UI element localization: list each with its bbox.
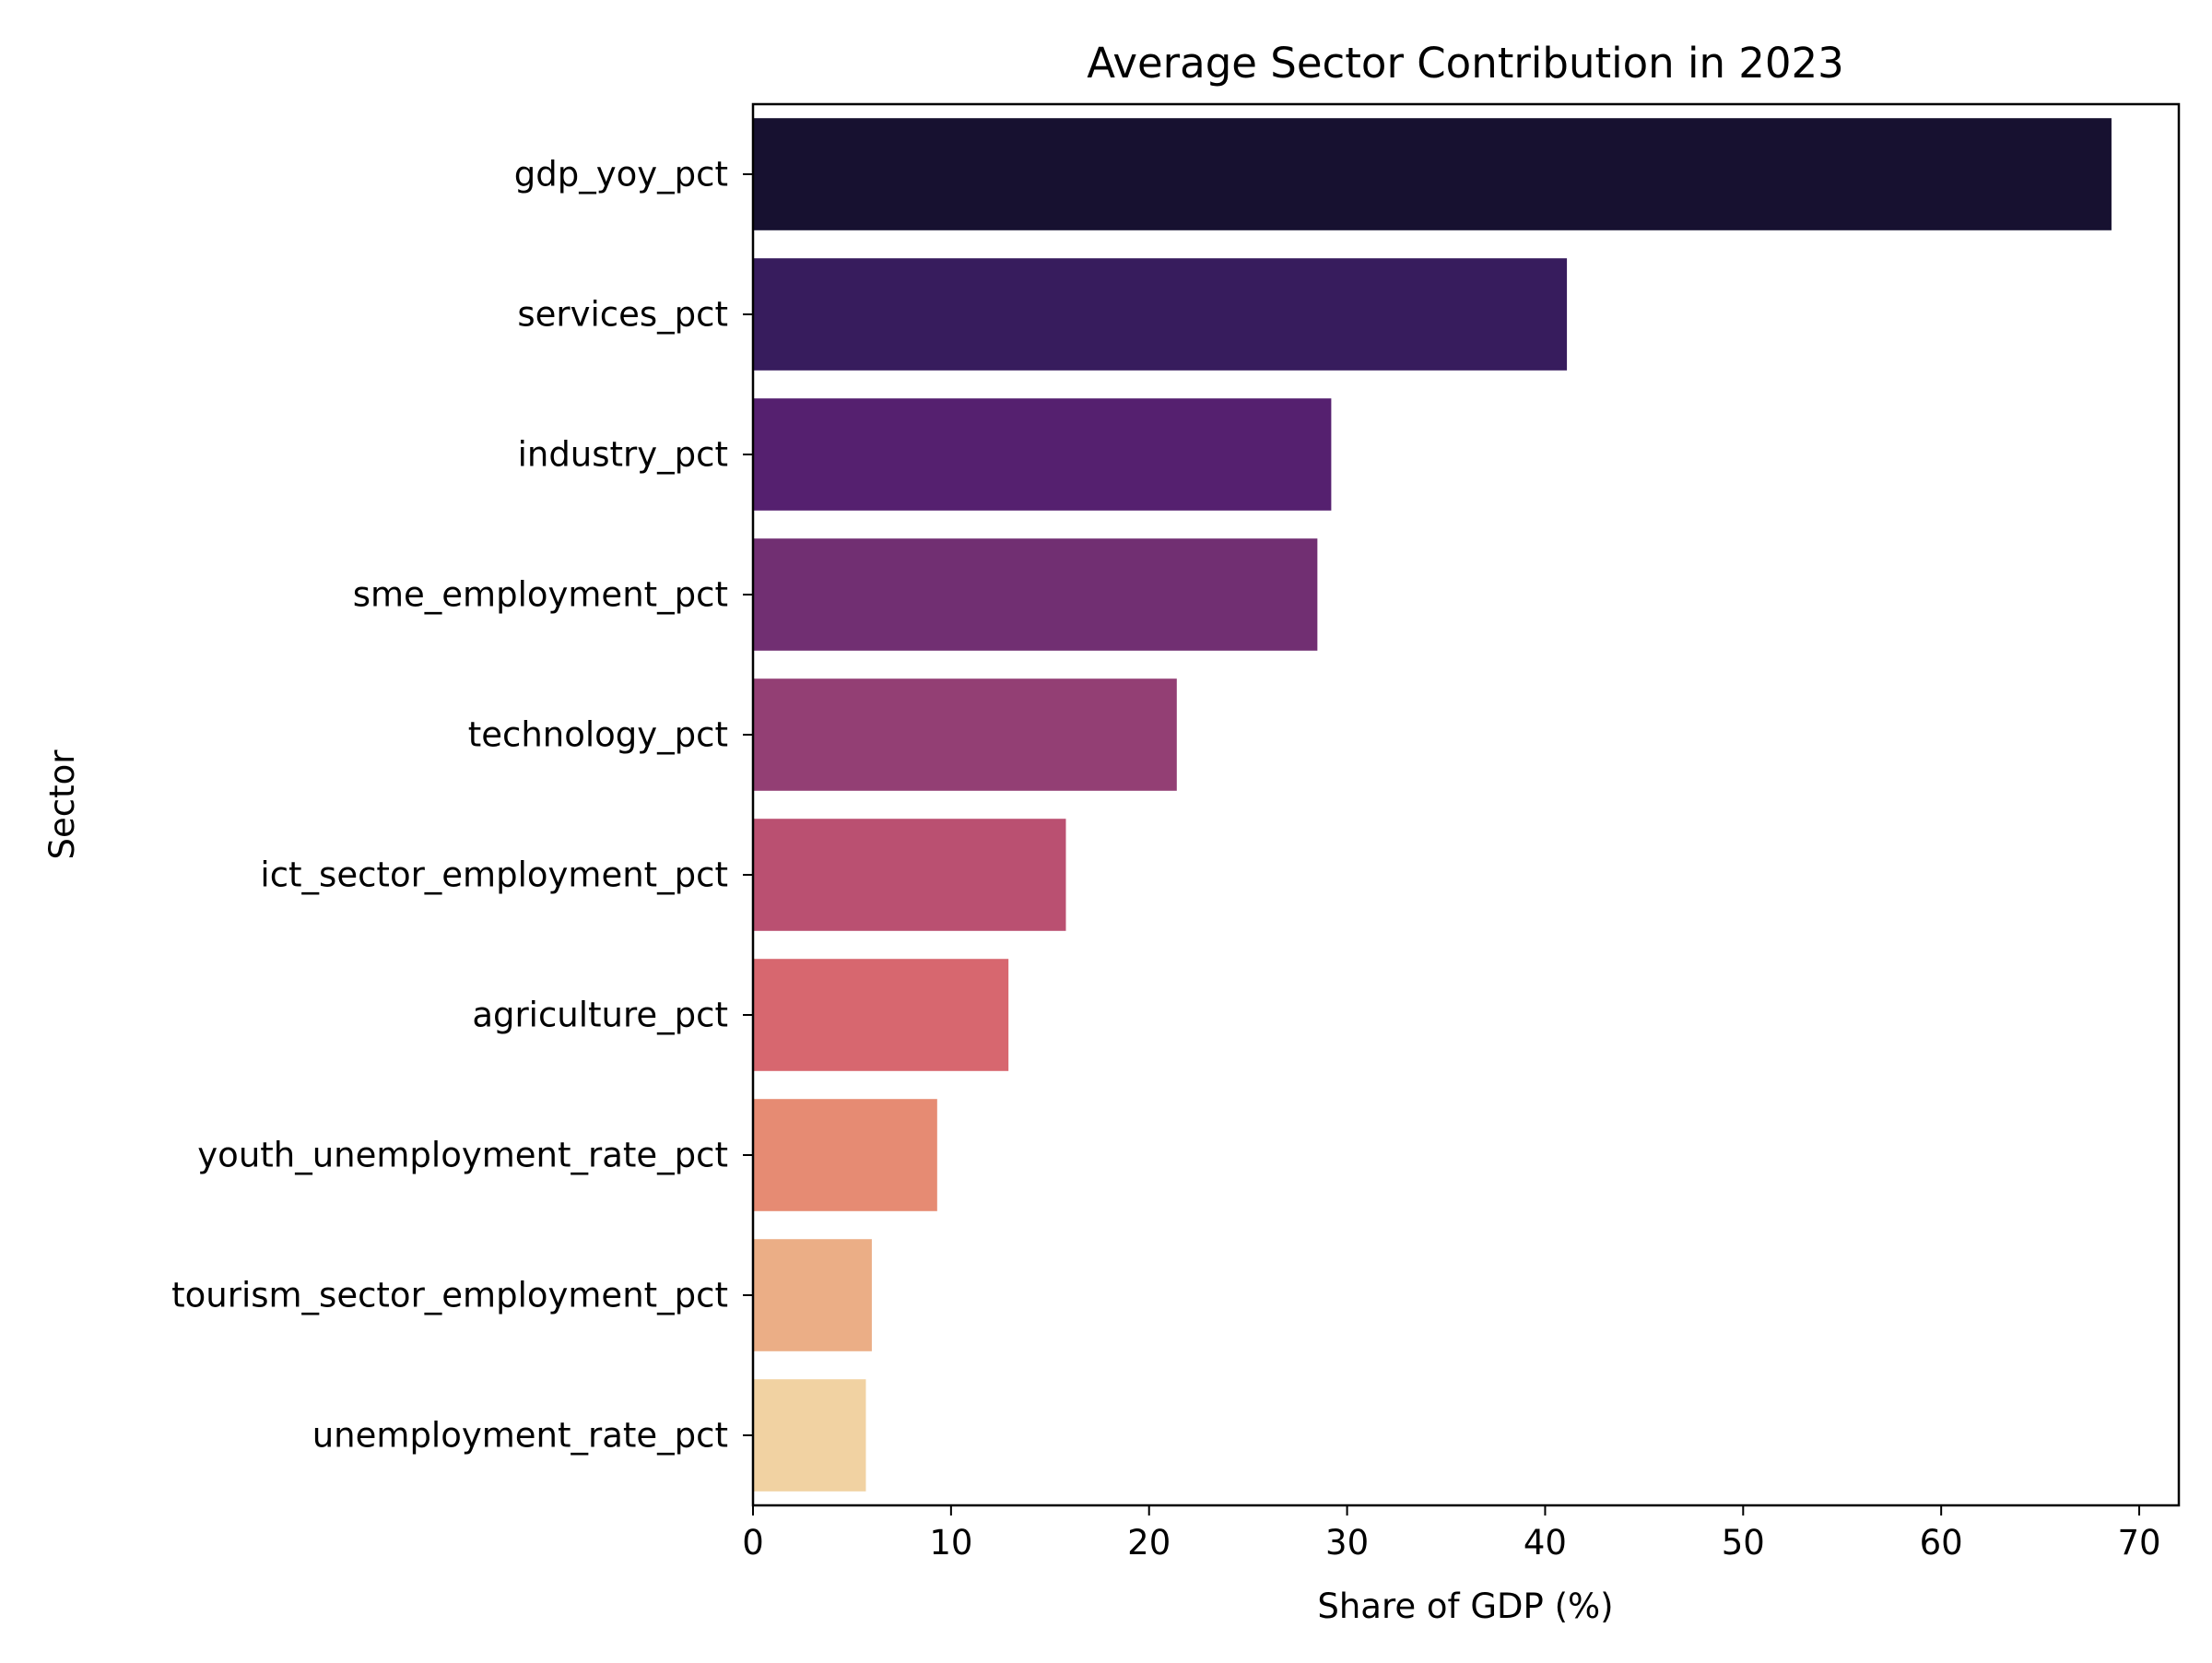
bars-layer (753, 118, 2112, 1492)
y-tick-label: agriculture_pct (472, 996, 728, 1035)
y-tick-label: unemployment_rate_pct (312, 1416, 728, 1456)
x-ticks-layer: 0 10 20 30 40 50 60 70 (742, 1505, 2161, 1563)
x-tick-label: 60 (1920, 1523, 1963, 1563)
bar-industry_pct (753, 398, 1332, 511)
x-tick-label: 30 (1325, 1523, 1369, 1563)
x-tick-label: 50 (1722, 1523, 1765, 1563)
bar-technology_pct (753, 678, 1177, 791)
x-tick-label: 10 (929, 1523, 972, 1563)
plot-area-frame (751, 102, 2181, 1507)
y-tick-label: industry_pct (518, 435, 728, 475)
bar-youth_unemployment_rate_pct (753, 1099, 937, 1211)
bar-unemployment_rate_pct (753, 1379, 866, 1492)
bar-ict_sector_employment_pct (753, 819, 1066, 931)
y-tick-label: tourism_sector_employment_pct (171, 1276, 728, 1315)
bar-tourism_sector_employment_pct (753, 1239, 872, 1351)
bar-services_pct (753, 258, 1568, 371)
x-tick-label: 70 (2117, 1523, 2160, 1563)
y-tick-label: sme_employment_pct (353, 575, 728, 615)
y-tick-label: services_pct (517, 295, 728, 335)
bar-sme_employment_pct (753, 538, 1318, 651)
x-tick-label: 0 (742, 1523, 764, 1563)
y-axis-label: Sector (42, 749, 82, 860)
x-axis-label: Share of GDP (%) (1317, 1586, 1613, 1626)
chart-title: Average Sector Contribution in 2023 (1087, 39, 1844, 88)
y-tick-label: youth_unemployment_rate_pct (197, 1136, 728, 1175)
y-tick-label: technology_pct (468, 715, 728, 755)
bar-gdp_yoy_pct (753, 118, 2112, 230)
y-ticks-layer: gdp_yoy_pct services_pct industry_pct sme_e… (171, 155, 753, 1456)
x-tick-label: 20 (1127, 1523, 1171, 1563)
y-tick-label: gdp_yoy_pct (514, 155, 728, 195)
y-tick-label: ict_sector_employment_pct (260, 855, 728, 895)
bar-agriculture_pct (753, 959, 1009, 1071)
x-tick-label: 40 (1524, 1523, 1567, 1563)
